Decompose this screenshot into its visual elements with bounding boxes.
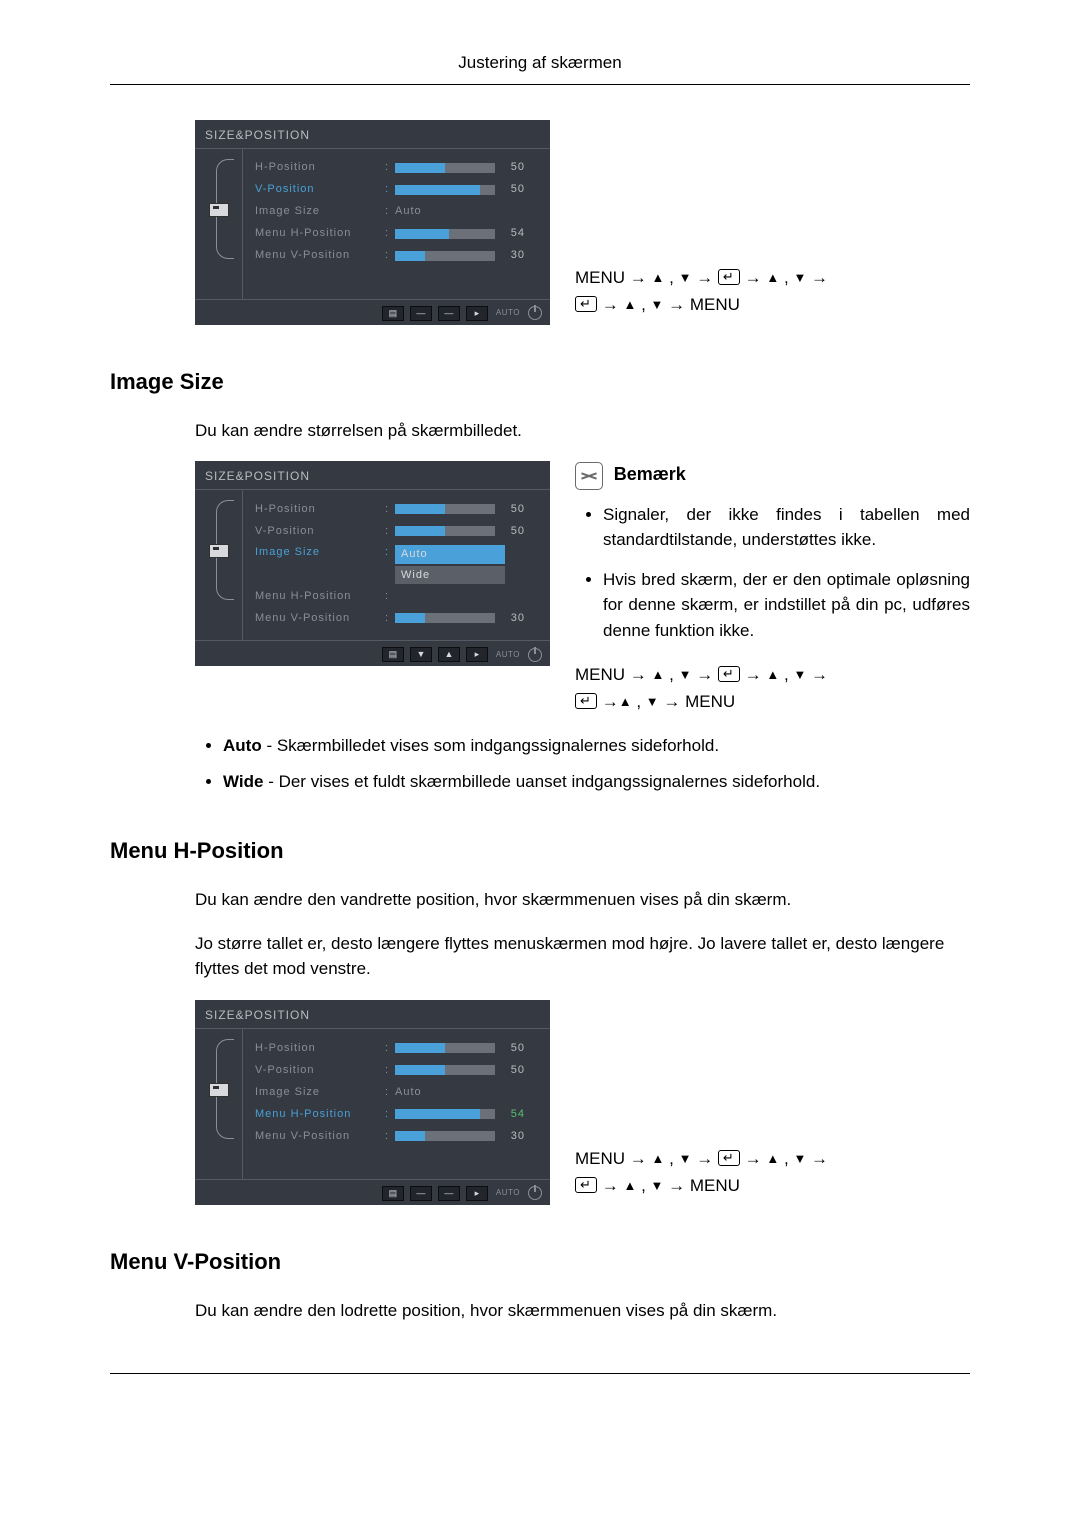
menu-h-section: Menu H-Position Du kan ændre den vandret… [110, 834, 970, 1205]
osd-row-hposition[interactable]: H-Position: 50 [255, 498, 540, 520]
osd-row-imagesize[interactable]: Image Size: Auto Wide [255, 542, 540, 585]
osd-row-hposition[interactable]: H-Position : 50 [255, 157, 540, 179]
osd-panel-vposition: SIZE&POSITION H-Position : 50 [195, 120, 550, 325]
note-list: Signaler, der ikke findes i tabellen med… [575, 502, 970, 644]
enter-icon [575, 1177, 597, 1193]
osd-button-exit[interactable]: ▤ [382, 306, 404, 321]
nav-sequence-imagesize: MENU → ▲ , ▼ → → ▲ , ▼ → →▲ , ▼ → MENU [575, 661, 970, 715]
enter-icon [575, 296, 597, 312]
osd-sidebar [195, 149, 243, 299]
image-size-section: Image Size Du kan ændre størrelsen på sk… [110, 365, 970, 795]
bullet-auto: Auto - Skærmbilledet vises som indgangss… [223, 733, 970, 759]
osd-power-icon[interactable] [528, 1186, 542, 1200]
osd-row-menuv[interactable]: Menu V-Position: 30 [255, 1125, 540, 1147]
osd-button-right[interactable]: ▸ [466, 647, 488, 662]
osd-row-menuv[interactable]: Menu V-Position: 30 [255, 607, 540, 629]
osd-row-vposition[interactable]: V-Position: 50 [255, 1059, 540, 1081]
osd-button-up[interactable]: ▲ [438, 647, 460, 662]
osd-power-icon[interactable] [528, 306, 542, 320]
osd-button-down[interactable]: ▼ [410, 647, 432, 662]
menu-h-p2: Jo større tallet er, desto længere flytt… [195, 931, 970, 982]
osd-button-down[interactable]: — [438, 1186, 460, 1201]
osd-panel-imagesize: SIZE&POSITION H-Position: 50 V-Position:… [195, 461, 550, 666]
enter-icon [718, 666, 740, 682]
osd-button-right[interactable]: ▸ [466, 1186, 488, 1201]
enter-icon [718, 1150, 740, 1166]
osd-panel-menuh: SIZE&POSITION H-Position: 50 V-Position:… [195, 1000, 550, 1205]
osd-button-exit[interactable]: ▤ [382, 647, 404, 662]
image-size-title: Image Size [110, 365, 970, 398]
osd-row-menuh[interactable]: Menu H-Position: 54 [255, 1103, 540, 1125]
enter-icon [575, 693, 597, 709]
menu-h-p1: Du kan ændre den vandrette position, hvo… [195, 887, 970, 913]
size-position-icon [209, 544, 229, 558]
osd-auto-label[interactable]: AUTO [494, 307, 522, 319]
osd-row-imagesize[interactable]: Image Size : Auto [255, 201, 540, 223]
image-size-bullets: Auto - Skærmbilledet vises som indgangss… [195, 733, 970, 794]
dropdown-option-wide[interactable]: Wide [395, 566, 505, 585]
dropdown-option-auto[interactable]: Auto [395, 545, 505, 564]
menu-h-title: Menu H-Position [110, 834, 970, 867]
enter-icon [718, 269, 740, 285]
osd-button-left[interactable]: — [410, 306, 432, 321]
osd-row-vposition[interactable]: V-Position: 50 [255, 520, 540, 542]
menu-v-title: Menu V-Position [110, 1245, 970, 1278]
image-size-intro: Du kan ændre størrelsen på skærmbilledet… [195, 418, 970, 444]
nav-sequence-menuh: MENU → ▲ , ▼ → → ▲ , ▼ → → ▲ , ▼ → MENU [575, 1145, 970, 1199]
footer-rule [110, 1373, 970, 1374]
osd-button-right[interactable]: ▸ [466, 306, 488, 321]
note-item: Hvis bred skærm, der er den optimale opl… [603, 567, 970, 644]
up-icon: ▲ [652, 268, 665, 289]
vposition-section: SIZE&POSITION H-Position : 50 [110, 120, 970, 325]
nav-sequence-vposition: MENU → ▲ , ▼ → → ▲ , ▼ → → ▲ , ▼ → MENU [575, 264, 970, 324]
bullet-wide: Wide - Der vises et fuldt skærmbillede u… [223, 769, 970, 795]
osd-button-down[interactable]: — [438, 306, 460, 321]
osd-row-menuv[interactable]: Menu V-Position : 30 [255, 245, 540, 267]
osd-footer: ▤ — — ▸ AUTO [195, 299, 550, 327]
down-icon: ▼ [679, 268, 692, 289]
osd-row-menuh[interactable]: Menu H-Position: [255, 585, 540, 607]
osd-row-imagesize[interactable]: Image Size: Auto [255, 1081, 540, 1103]
osd-row-vposition[interactable]: V-Position : 50 [255, 179, 540, 201]
note-item: Signaler, der ikke findes i tabellen med… [603, 502, 970, 553]
osd-button-left[interactable]: — [410, 1186, 432, 1201]
osd-power-icon[interactable] [528, 648, 542, 662]
size-position-icon [209, 203, 229, 217]
size-position-icon [209, 1083, 229, 1097]
note-icon [575, 462, 603, 490]
osd-row-menuh[interactable]: Menu H-Position : 54 [255, 223, 540, 245]
menu-v-p1: Du kan ændre den lodrette position, hvor… [195, 1298, 970, 1324]
osd-button-exit[interactable]: ▤ [382, 1186, 404, 1201]
note-header: Bemærk [575, 461, 970, 490]
osd-title: SIZE&POSITION [195, 120, 550, 149]
osd-row-hposition[interactable]: H-Position: 50 [255, 1037, 540, 1059]
page-title: Justering af skærmen [110, 50, 970, 85]
menu-v-section: Menu V-Position Du kan ændre den lodrett… [110, 1245, 970, 1324]
